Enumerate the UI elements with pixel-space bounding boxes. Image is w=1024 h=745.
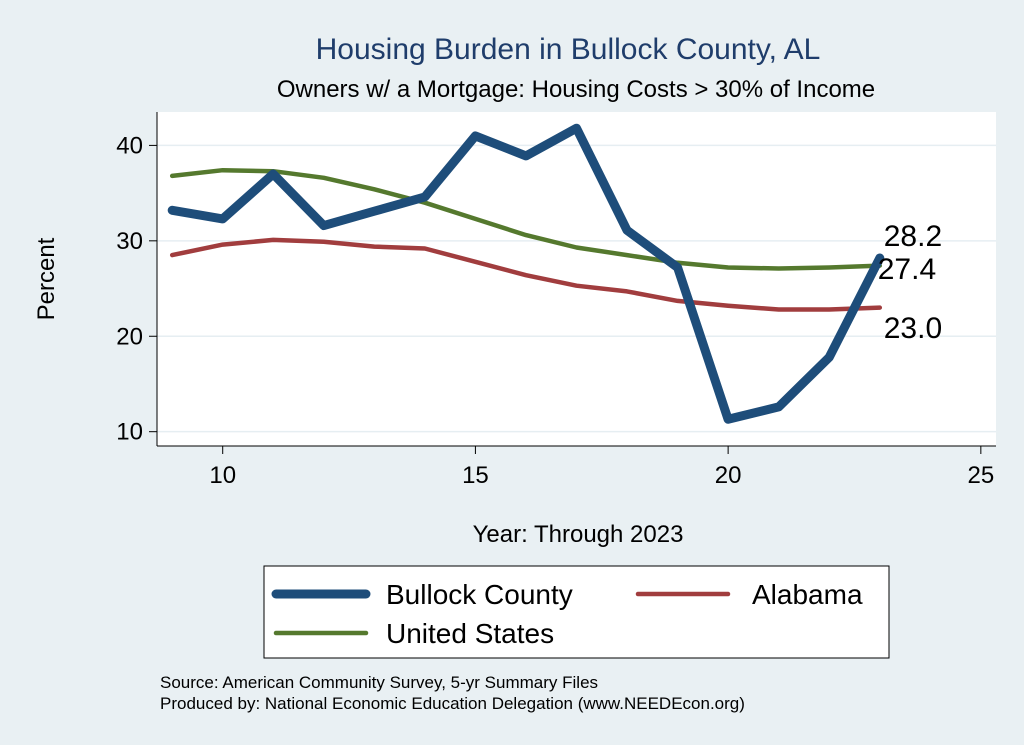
chart-title: Housing Burden in Bullock County, AL: [316, 33, 821, 66]
y-tick-label-30: 30: [116, 228, 143, 255]
x-axis-title: Year: Through 2023: [473, 521, 684, 548]
y-axis-title: Percent: [33, 237, 60, 320]
end-labels: 28.2 23.0 27.4: [878, 220, 942, 345]
x-axis-ticks: 10 15 20 25: [209, 446, 994, 489]
legend-label-united-states: United States: [386, 618, 554, 649]
series-line-united-states: [169, 167, 883, 271]
end-label-alabama: 23.0: [884, 312, 942, 345]
producer-note: Produced by: National Economic Education…: [160, 694, 745, 713]
x-tick-label-20: 20: [715, 462, 742, 489]
y-tick-label-10: 10: [116, 419, 143, 446]
series-lines: [167, 123, 885, 424]
end-label-bullock-county: 28.2: [884, 220, 942, 253]
chart-subtitle: Owners w/ a Mortgage: Housing Costs > 30…: [277, 76, 875, 103]
end-label-united-states: 27.4: [878, 253, 936, 286]
legend-label-bullock-county: Bullock County: [386, 579, 573, 610]
y-tick-label-40: 40: [116, 132, 143, 159]
legend: Bullock County Alabama United States: [263, 565, 890, 659]
legend-label-alabama: Alabama: [752, 579, 863, 610]
series-line-alabama: [169, 237, 883, 312]
x-tick-label-25: 25: [967, 462, 994, 489]
x-tick-label-15: 15: [462, 462, 489, 489]
plot-area: [157, 112, 996, 446]
source-note: Source: American Community Survey, 5-yr …: [160, 673, 598, 692]
series-line-bullock-county: [167, 123, 885, 424]
legend-box: [263, 565, 890, 659]
y-tick-label-20: 20: [116, 323, 143, 350]
x-tick-label-10: 10: [209, 462, 236, 489]
y-axis-ticks: 10 20 30 40: [116, 132, 157, 446]
